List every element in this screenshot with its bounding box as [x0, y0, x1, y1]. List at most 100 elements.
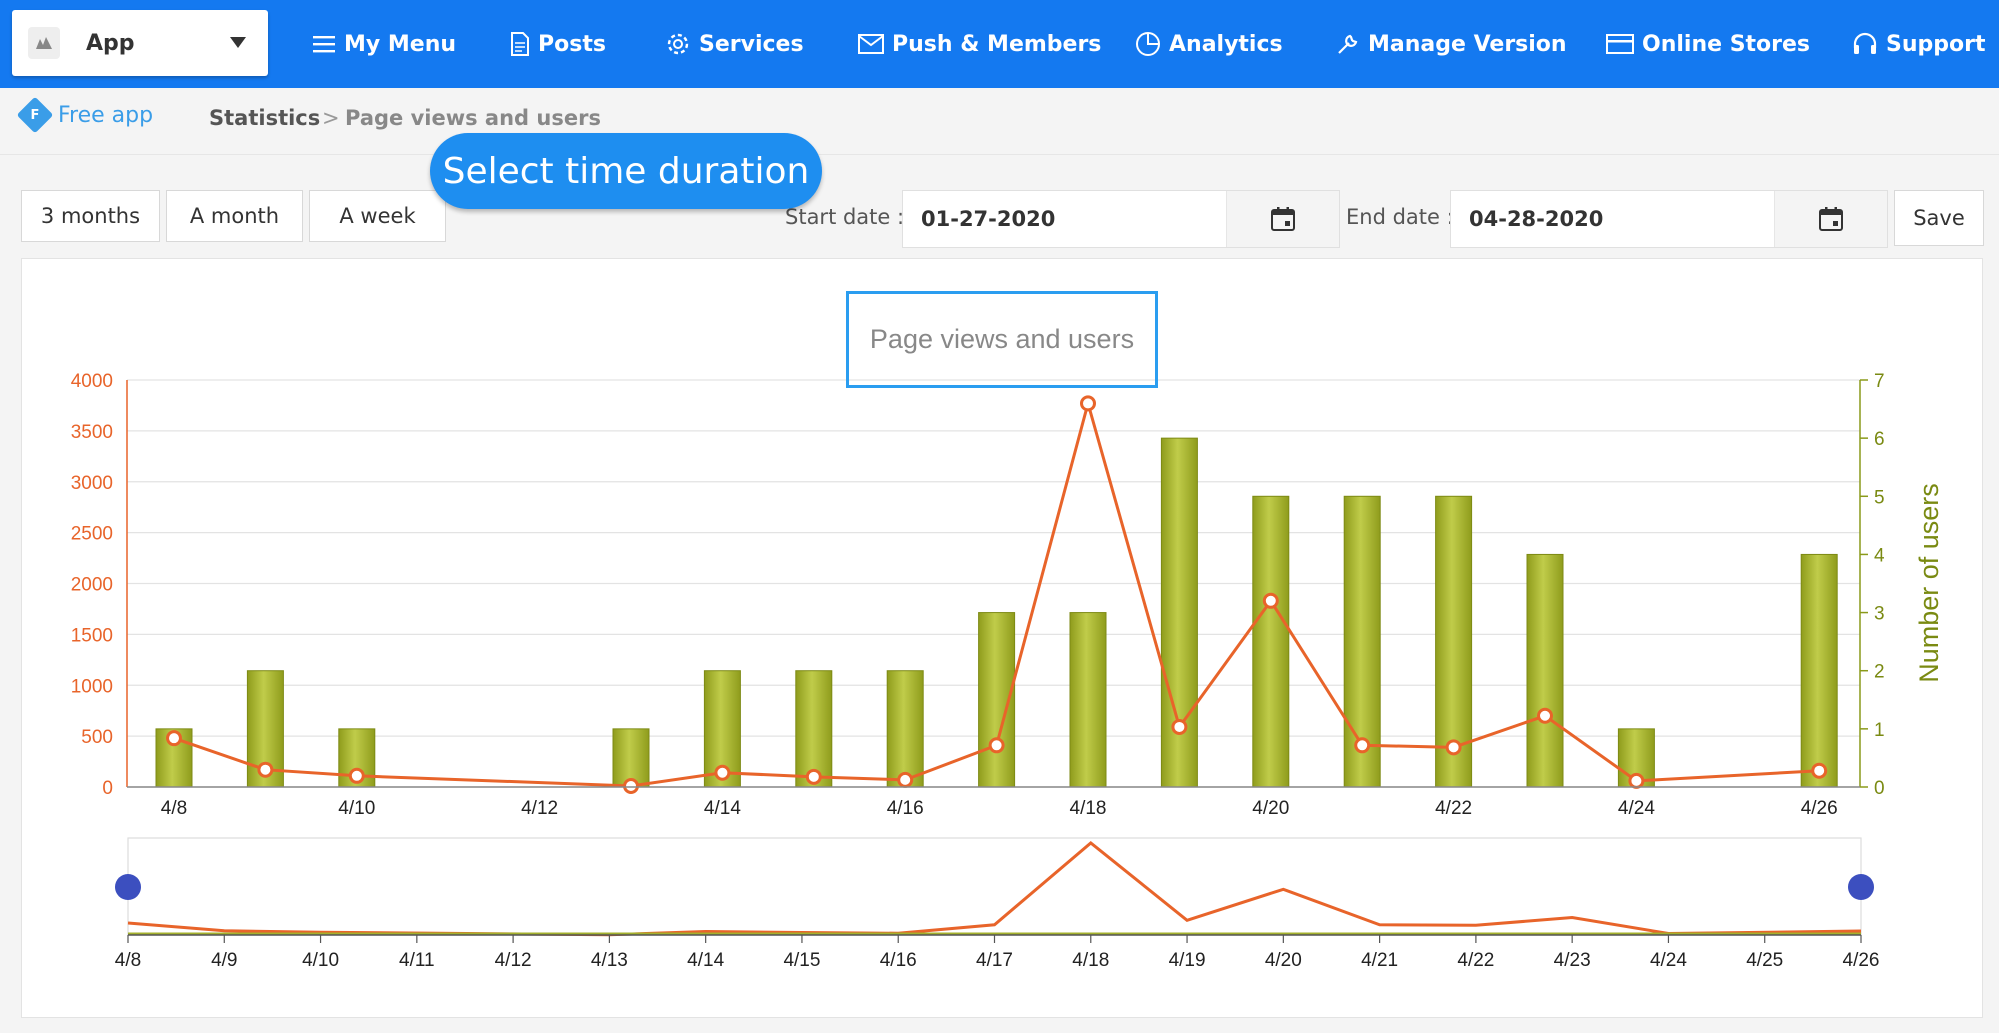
app-selector[interactable]: App: [12, 10, 268, 76]
nav-support[interactable]: Support: [1852, 0, 1985, 88]
x-tick-label: 4/24: [1618, 798, 1655, 819]
y-left-tick-label: 3000: [71, 473, 113, 494]
nav-manage-version[interactable]: Manage Version: [1336, 0, 1567, 88]
y-right-tick-label: 1: [1874, 720, 1885, 741]
nav-label: Analytics: [1169, 31, 1283, 57]
breadcrumb-current-page: Page views and users: [345, 106, 601, 130]
y-right-tick-label: 3: [1874, 604, 1885, 625]
navigator-tick-label: 4/23: [1554, 950, 1591, 971]
navigator-tick-label: 4/17: [976, 950, 1013, 971]
navigator-frame: [127, 837, 1862, 936]
line-series: [173, 397, 1820, 788]
navigator-tick-label: 4/14: [687, 950, 724, 971]
app-selector-label: App: [86, 30, 135, 56]
y-right-tick-label: 0: [1874, 778, 1885, 799]
y-right-axis-label: Number of users: [1914, 483, 1944, 683]
start-date-value[interactable]: 01-27-2020: [921, 207, 1056, 231]
navigator-tick-label: 4/11: [399, 950, 435, 971]
line-point: [1354, 737, 1371, 754]
navigator-tick-label: 4/25: [1746, 950, 1783, 971]
navigator-tick-label: 4/16: [880, 950, 917, 971]
save-button[interactable]: Save: [1894, 190, 1984, 246]
navigator-tick-label: 4/13: [591, 950, 628, 971]
navigator-tick-label: 4/24: [1650, 950, 1687, 971]
bar: [703, 670, 741, 788]
hamburger-icon: [313, 36, 335, 53]
top-nav: App My Menu Posts Services Push & Member…: [0, 0, 1999, 88]
line-point: [257, 761, 274, 778]
nav-services[interactable]: Services: [665, 0, 804, 88]
pie-chart-icon: [1136, 32, 1160, 56]
bar: [886, 670, 924, 788]
document-icon: [511, 32, 529, 56]
nav-online-stores[interactable]: Online Stores: [1606, 0, 1810, 88]
start-date-label: Start date :: [785, 205, 905, 229]
bar: [1800, 553, 1838, 788]
navigator-right-handle[interactable]: [1848, 874, 1874, 900]
nav-label: Services: [699, 31, 804, 57]
breadcrumb: F Free app Statistics > Page views and u…: [0, 88, 1999, 155]
range-week-button[interactable]: A week: [309, 190, 446, 242]
bar: [1252, 495, 1290, 788]
envelope-icon: [858, 34, 884, 54]
navigator-tick-label: 4/19: [1169, 950, 1206, 971]
breadcrumb-statistics[interactable]: Statistics: [209, 106, 321, 130]
line-point: [1171, 718, 1188, 735]
y-left-tick-label: 2000: [71, 575, 113, 596]
calendar-icon: [1819, 207, 1843, 231]
x-tick-label: 4/12: [521, 798, 558, 819]
nav-posts[interactable]: Posts: [510, 0, 606, 88]
x-tick-label: 4/26: [1801, 798, 1838, 819]
app-logo: [28, 27, 60, 59]
chart-title: Page views and users: [846, 291, 1158, 388]
end-date-calendar-button[interactable]: [1774, 191, 1887, 247]
range-month-button[interactable]: A month: [166, 190, 303, 242]
y-right-tick-label: 2: [1874, 662, 1885, 683]
line-point: [348, 767, 365, 784]
y-left-tick-label: 4000: [71, 371, 113, 392]
nav-label: Support: [1886, 31, 1986, 57]
headset-icon: [1853, 32, 1877, 54]
end-date-value[interactable]: 04-28-2020: [1469, 207, 1604, 231]
bar: [795, 670, 833, 788]
y-right-tick-label: 4: [1874, 545, 1885, 566]
navigator-tick-label: 4/8: [115, 950, 141, 971]
navigator-tick-label: 4/26: [1843, 950, 1880, 971]
range-3-months-button[interactable]: 3 months: [21, 190, 160, 242]
x-tick-label: 4/16: [887, 798, 924, 819]
bar: [1526, 553, 1564, 788]
y-left-tick-label: 500: [81, 727, 113, 748]
navigator-line: [127, 841, 1862, 937]
line-point: [1262, 592, 1279, 609]
start-date-field[interactable]: 01-27-2020: [902, 190, 1340, 248]
end-date-field[interactable]: 04-28-2020: [1450, 190, 1888, 248]
line-point: [897, 771, 914, 788]
gear-icon: [667, 33, 689, 55]
card-icon: [1606, 34, 1634, 54]
navigator-tick-label: 4/12: [495, 950, 532, 971]
navigator-left-handle[interactable]: [115, 874, 141, 900]
line-point: [988, 737, 1005, 754]
nav-push-members[interactable]: Push & Members: [858, 0, 1101, 88]
line-point: [623, 777, 639, 794]
navigator-tick-label: 4/9: [211, 950, 237, 971]
nav-label: My Menu: [344, 31, 457, 57]
x-tick-label: 4/14: [704, 798, 741, 819]
x-tick-label: 4/22: [1435, 798, 1472, 819]
x-tick-label: 4/8: [161, 798, 187, 819]
plan-label: Free app: [58, 102, 154, 128]
y-right-tick-label: 6: [1874, 429, 1885, 450]
calendar-icon: [1271, 207, 1295, 231]
time-duration-tooltip: Select time duration: [430, 133, 822, 209]
nav-label: Posts: [538, 31, 606, 57]
navigator-tick-label: 4/21: [1361, 950, 1398, 971]
x-tick-label: 4/10: [338, 798, 375, 819]
y-right-tick-label: 7: [1874, 371, 1885, 392]
nav-my-menu[interactable]: My Menu: [312, 0, 456, 88]
x-tick-label: 4/20: [1252, 798, 1289, 819]
nav-analytics[interactable]: Analytics: [1135, 0, 1283, 88]
y-right-tick-label: 5: [1874, 487, 1885, 508]
free-app-link[interactable]: F Free app: [16, 96, 154, 134]
start-date-calendar-button[interactable]: [1226, 191, 1339, 247]
